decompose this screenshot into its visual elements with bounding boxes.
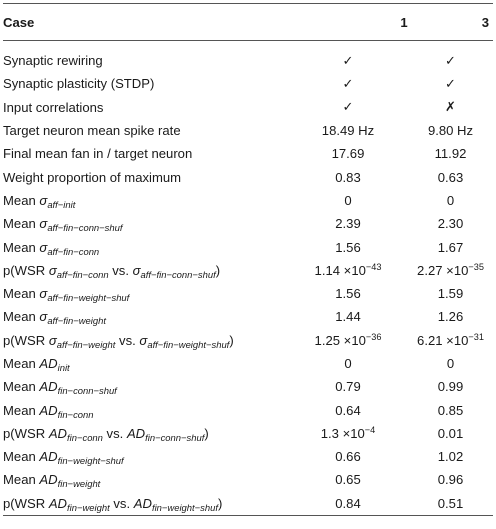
header-case: Case (3, 3, 288, 41)
row-value-case-1: 2.39 (335, 216, 361, 232)
row-label: p(WSR ADfin−weight vs. ADfin−weight−shuf… (3, 491, 288, 516)
row-value-case-3: 1.59 (437, 286, 464, 302)
header-col-1: 1 (288, 3, 408, 41)
row-label: Mean σaff−fin−weight−shuf (3, 286, 130, 304)
table-row: Synaptic rewiring ✓ ✓ (3, 41, 493, 73)
row-value-case-1: 1.56 (335, 286, 361, 302)
row-value-case-3: 0.99 (437, 379, 464, 395)
table-row: Mean σaff−init 0 0 (3, 189, 493, 212)
table-row: p(WSR ADfin−weight vs. ADfin−weight−shuf… (3, 491, 493, 516)
row-value-case-1: 0.65 (335, 472, 361, 488)
table-body: Synaptic rewiring ✓ ✓ Synaptic plasticity (… (3, 41, 493, 516)
row-label: Synaptic plasticity (STDP) (3, 76, 155, 92)
row-label: Mean ADfin−weight (3, 472, 101, 490)
table-row: Mean ADfin−weight−shuf 0.66 1.02 (3, 445, 493, 468)
table-row: Mean σaff−fin−conn−shuf 2.39 2.30 (3, 212, 493, 235)
table-row: Target neuron mean spike rate 18.49 Hz 9.8… (3, 119, 493, 142)
row-value-case-3: 0.85 (437, 402, 464, 418)
row-value-case-1: 1.56 (335, 239, 361, 255)
row-value-case-3: 2.30 (437, 216, 464, 232)
table-row: Mean σaff−fin−conn 1.56 1.67 (3, 235, 493, 258)
row-value-case-1: 1.14 ×10−43 (314, 261, 382, 278)
row-value-case-3: 0 (446, 356, 455, 371)
row-value-case-1: 0.66 (335, 449, 361, 465)
row-label: Mean σaff−init (3, 192, 76, 210)
row-value-case-3: 6.21 ×10−31 (417, 331, 484, 348)
row-value-case-1: 1.3 ×10−4 (320, 424, 376, 441)
row-value-case-1: 0.79 (335, 379, 361, 395)
row-value-case-1: 1.25 ×10−36 (314, 331, 382, 348)
row-label: p(WSR σaff−fin−conn vs. σaff−fin−conn−sh… (3, 262, 221, 280)
row-value-case-3: 2.27 ×10−35 (417, 261, 484, 278)
row-label: Target neuron mean spike rate (3, 123, 181, 139)
row-label: Mean ADinit (3, 356, 70, 373)
row-label: p(WSR ADfin−conn vs. ADfin−conn−shuf) (3, 425, 209, 443)
row-value-case-3: 9.80 Hz (427, 123, 474, 139)
row-label: Mean ADfin−conn−shuf (3, 379, 117, 397)
row-value-case-1: ✓ (342, 75, 354, 91)
row-value-case-3: 1.02 (437, 449, 464, 465)
row-label: Mean σaff−fin−weight (3, 309, 106, 327)
table-row: Synaptic plasticity (STDP) ✓ ✓ (3, 72, 493, 95)
row-value-case-3: 0.51 (408, 491, 493, 516)
row-label: Mean ADfin−conn (3, 402, 94, 420)
row-value-case-1: 0 (344, 192, 352, 208)
row-value-case-3: 1.26 (437, 309, 464, 325)
row-value-case-1: ✓ (342, 52, 354, 68)
header-row: Case 1 3 (3, 3, 493, 41)
row-value-case-3: 11.92 (434, 146, 467, 162)
table-row: Input correlations ✓ ✗ (3, 96, 493, 119)
table-row: Mean ADinit 0 0 (3, 352, 493, 375)
row-value-case-1: 0 (344, 356, 352, 371)
row-label: Input correlations (3, 99, 104, 115)
results-table: Case 1 3 Synaptic rewiring ✓ ✓ Synaptic pla… (3, 3, 493, 516)
table-row: p(WSR ADfin−conn vs. ADfin−conn−shuf) 1.3… (3, 422, 493, 445)
row-value-case-1: 1.44 (335, 309, 361, 325)
table-row: Final mean fan in / target neuron 17.69 11… (3, 142, 493, 165)
row-value-case-3: 0.63 (437, 169, 464, 185)
row-label: Mean σaff−fin−conn−shuf (3, 216, 123, 234)
row-value-case-3: 0.96 (437, 472, 464, 488)
row-value-case-3: 1.67 (437, 239, 464, 255)
header-col-3: 3 (408, 3, 493, 41)
row-value-case-1: 18.49 Hz (321, 123, 375, 139)
row-label: Mean σaff−fin−conn (3, 239, 100, 257)
row-value-case-1: 0.64 (335, 402, 361, 418)
row-label: Weight proportion of maximum (3, 169, 182, 185)
table-row: p(WSR σaff−fin−weight vs. σaff−fin−weigh… (3, 329, 493, 352)
row-value-case-1: 17.69 (331, 146, 365, 162)
row-label: Synaptic rewiring (3, 53, 103, 69)
row-value-case-3: 0 (446, 192, 455, 208)
row-value-case-1: ✓ (342, 99, 354, 115)
row-label: p(WSR σaff−fin−weight vs. σaff−fin−weigh… (3, 332, 234, 350)
row-label: Mean ADfin−weight−shuf (3, 449, 124, 467)
row-value-case-3: ✓ (445, 75, 456, 91)
table-row: Mean σaff−fin−weight 1.44 1.26 (3, 305, 493, 328)
table-row: Mean ADfin−conn 0.64 0.85 (3, 398, 493, 421)
row-value-case-1: 0.83 (335, 169, 361, 185)
table-row: Mean σaff−fin−weight−shuf 1.56 1.59 (3, 282, 493, 305)
row-label: Final mean fan in / target neuron (3, 146, 193, 162)
table-row: Mean ADfin−conn−shuf 0.79 0.99 (3, 375, 493, 398)
table-row: Weight proportion of maximum 0.83 0.63 (3, 165, 493, 188)
table-row: Mean ADfin−weight 0.65 0.96 (3, 468, 493, 491)
row-value-case-3: 0.01 (437, 425, 464, 441)
row-value-case-3: ✗ (445, 99, 456, 115)
row-value-case-3: ✓ (445, 52, 456, 68)
table-row: p(WSR σaff−fin−conn vs. σaff−fin−conn−sh… (3, 259, 493, 282)
row-value-case-1: 0.84 (288, 491, 408, 516)
